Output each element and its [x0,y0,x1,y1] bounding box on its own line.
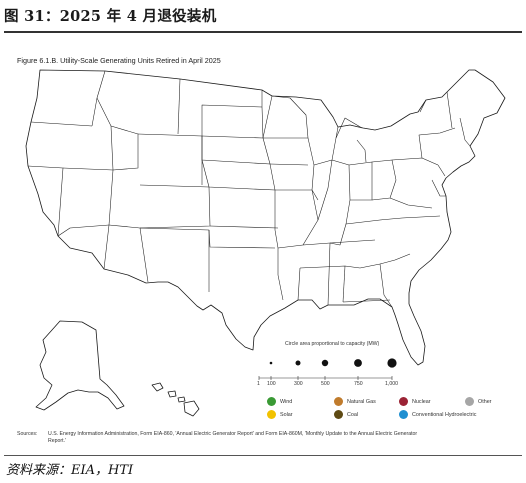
size-bubble-500 [321,359,329,367]
legend-label: Coal [347,411,359,418]
size-tick-label: 100 [267,381,276,387]
title-divider [4,31,522,33]
coal-swatch [334,410,343,419]
state-borders [27,70,471,308]
natural-gas-swatch [334,397,343,406]
size-bubble-100 [269,361,273,365]
size-tick-label: 300 [294,381,303,387]
other-swatch [465,397,474,406]
legend-item-natural-gas: Natural Gas [334,397,376,406]
legend-label: Wind [280,398,293,405]
size-bubble-1000 [387,358,397,368]
sources-label: Sources: [17,431,38,437]
hawaii-outline [151,382,200,417]
size-legend-title: Circle area proportional to capacity (MW… [285,341,380,347]
solar-swatch [267,410,276,419]
data-source: 资料来源：EIA，HTI [6,463,134,478]
size-legend-scale [258,358,397,380]
wind-swatch [267,397,276,406]
size-bubble-300 [295,360,301,366]
legend-item-nuclear: Nuclear [399,397,431,406]
legend-label: Nuclear [412,398,431,405]
size-tick-label: 500 [321,381,330,387]
size-bubble-750 [354,359,362,367]
report-title: 图 31：2025 年 4 月退役装机 [4,8,217,25]
nuclear-swatch [399,397,408,406]
size-tick-label: 1 [257,381,260,387]
legend-item-coal: Coal [334,410,358,419]
lower48-outline [25,69,506,366]
footer-divider [4,455,522,456]
size-tick-label: 750 [354,381,363,387]
hydro-swatch [399,410,408,419]
alaska-outline [35,320,125,411]
legend-item-other: Other [465,397,491,406]
figure-caption: Figure 6.1.B. Utility-Scale Generating U… [17,56,221,65]
legend-item-conventional-hydroelectric: Conventional Hydroelectric [399,410,476,419]
legend-item-solar: Solar [267,410,293,419]
size-tick-label: 1,000 [385,381,398,387]
legend-item-wind: Wind [267,397,292,406]
sources-text: U.S. Energy Information Administration, … [48,431,418,445]
legend-label: Conventional Hydroelectric [412,411,477,418]
legend-label: Natural Gas [347,398,376,405]
legend-label: Solar [280,411,293,418]
legend-label: Other [478,398,492,405]
